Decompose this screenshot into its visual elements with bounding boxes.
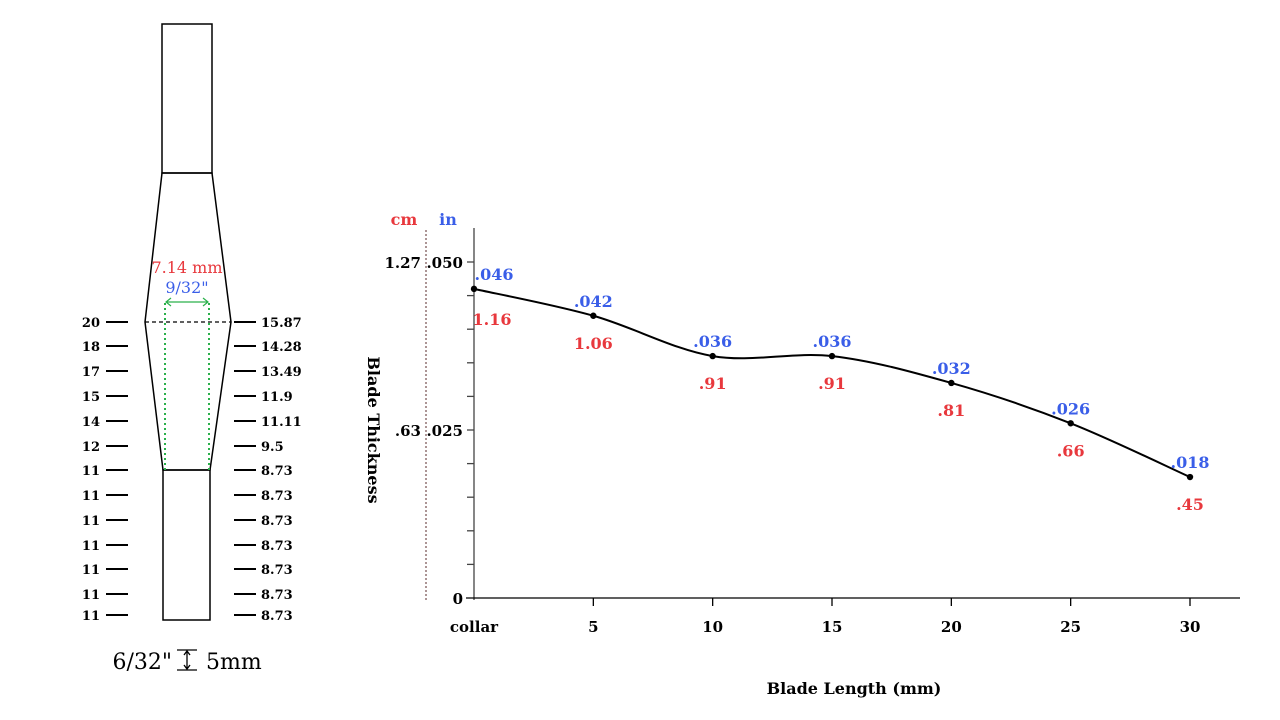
data-label-in: .032	[932, 359, 971, 378]
left-label: 17	[82, 365, 100, 380]
y-tick-label-in: .025	[426, 422, 463, 440]
x-tick-label: 15	[822, 618, 843, 636]
data-label-cm: .91	[699, 374, 727, 393]
data-label-cm: .81	[937, 401, 965, 420]
data-point	[828, 352, 836, 360]
x-tick-label: 5	[588, 618, 598, 636]
thickness-in-label: 6/32"	[112, 650, 172, 675]
x-tick-label: 30	[1180, 618, 1201, 636]
data-label-in: .036	[693, 332, 732, 351]
left-label: 11	[82, 464, 100, 479]
left-label: 14	[82, 415, 100, 430]
right-label: 15.87	[261, 316, 302, 331]
arrow-heads-icon	[165, 297, 209, 307]
y-tick-label-in: .050	[426, 254, 463, 272]
data-label-in: .036	[813, 332, 852, 351]
data-label-cm: .45	[1176, 495, 1204, 514]
x-tick-label: collar	[450, 618, 499, 636]
data-point	[1067, 420, 1074, 427]
right-label: 8.73	[261, 588, 293, 603]
left-label: 11	[82, 489, 100, 504]
x-axis-label: Blade Length (mm)	[767, 679, 942, 698]
right-label: 11.9	[261, 390, 293, 405]
left-label: 18	[82, 340, 100, 355]
y-tick-label-in: 0	[453, 590, 463, 608]
data-label-in: .026	[1051, 399, 1090, 418]
left-label: 20	[82, 316, 100, 331]
data-label-cm: .66	[1057, 441, 1085, 460]
right-label: 8.73	[261, 609, 293, 624]
y-axis-label: Blade Thickness	[364, 356, 383, 503]
left-label: 11	[82, 609, 100, 624]
y-tick-label-cm: 1.27	[384, 254, 421, 272]
right-label: 13.49	[261, 365, 302, 380]
left-label: 11	[82, 588, 100, 603]
right-label: 8.73	[261, 489, 293, 504]
right-label: 9.5	[261, 440, 284, 455]
x-tick-label: 20	[941, 618, 962, 636]
data-label-cm: .91	[818, 374, 846, 393]
right-label: 8.73	[261, 563, 293, 578]
x-tick-label: 10	[702, 618, 723, 636]
blade-tip-shape	[162, 469, 211, 621]
x-tick-label: 25	[1060, 618, 1081, 636]
right-label: 8.73	[261, 464, 293, 479]
right-label: 11.11	[261, 415, 302, 430]
data-point	[470, 285, 478, 293]
left-label: 15	[82, 390, 100, 405]
data-point	[590, 312, 597, 319]
data-label-cm: 1.16	[473, 310, 512, 329]
left-label: 12	[82, 440, 100, 455]
data-point	[709, 352, 716, 360]
data-point	[948, 379, 955, 387]
right-label: 8.73	[261, 514, 293, 529]
data-label-in: .046	[475, 265, 514, 284]
data-label-in: .018	[1171, 453, 1210, 472]
width-mm-label: 7.14 mm	[151, 258, 222, 277]
width-in-label: 9/32"	[165, 278, 208, 297]
left-label: 11	[82, 563, 100, 578]
thickness-mm-label: 5mm	[206, 650, 262, 675]
thickness-arrow-icon	[177, 649, 197, 671]
data-point	[1186, 473, 1194, 481]
data-label-in: .042	[574, 292, 613, 311]
left-label: 11	[82, 514, 100, 529]
right-label: 14.28	[261, 340, 302, 355]
y-tick-label-cm: .63	[395, 422, 421, 440]
unit-in-label: in	[439, 210, 457, 229]
data-label-cm: 1.06	[574, 334, 613, 353]
right-label: 8.73	[261, 539, 293, 554]
left-label: 11	[82, 539, 100, 554]
unit-cm-label: cm	[391, 210, 418, 229]
